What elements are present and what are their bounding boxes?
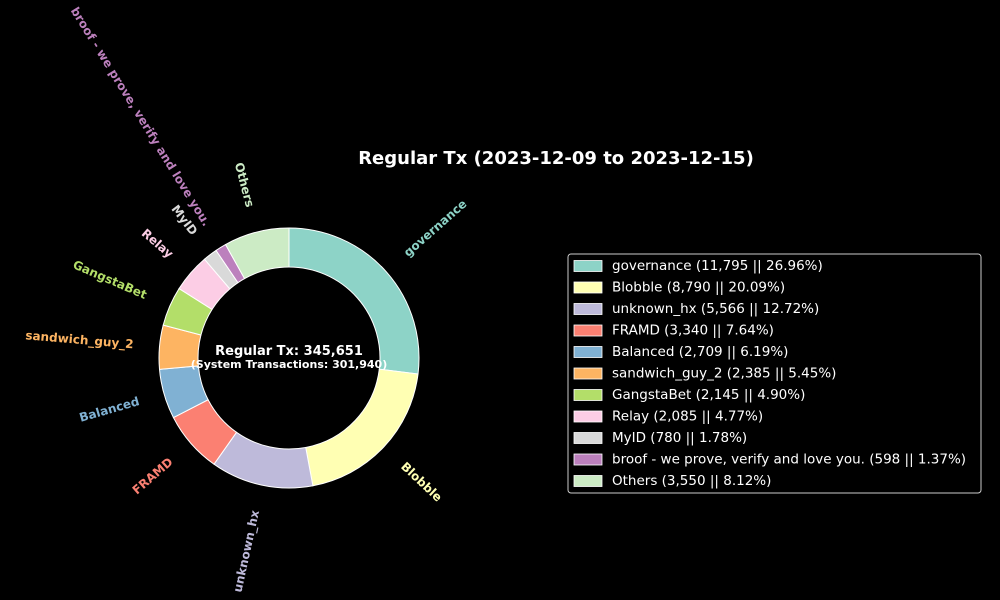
center-total-label: Regular Tx: 345,651 <box>215 344 363 359</box>
legend-entry: Balanced (2,709 || 6.19%) <box>612 344 788 360</box>
legend-entry: FRAMD (3,340 || 7.64%) <box>612 323 774 339</box>
legend-entry: broof - we prove, verify and love you. (… <box>612 452 966 468</box>
slice-label: Blobble <box>398 459 445 504</box>
slice-label: Balanced <box>78 394 141 425</box>
slice-label: broof - we prove, verify and love you. <box>68 5 214 229</box>
legend-swatch <box>573 346 603 358</box>
legend-swatch <box>573 453 603 466</box>
legend-entry: sandwich_guy_2 (2,385 || 5.45%) <box>612 366 836 382</box>
legend-swatch <box>573 367 603 380</box>
legend-swatch <box>573 303 603 315</box>
legend-frame <box>567 253 982 494</box>
legend-entry: GangstaBet (2,145 || 4.90%) <box>612 387 805 403</box>
legend-entry: Others (3,550 || 8.12%) <box>612 473 771 489</box>
legend-entry: Relay (2,085 || 4.77%) <box>612 409 763 425</box>
legend-swatch <box>573 432 603 444</box>
legend-swatch <box>573 324 603 337</box>
legend-swatch <box>573 260 603 272</box>
slice-label: unknown_hx <box>231 509 264 594</box>
slice-label: GangstaBet <box>71 258 149 302</box>
center-system-label: (System Transactions: 301,940) <box>191 358 387 371</box>
legend-swatch <box>573 410 603 423</box>
slice-label: sandwich_guy_2 <box>25 328 134 352</box>
legend-swatch <box>573 281 603 294</box>
slice-others <box>224 227 290 280</box>
legend-swatch <box>573 389 603 401</box>
slice-label: governance <box>401 197 470 260</box>
legend-entry: Blobble (8,790 || 20.09%) <box>612 280 785 296</box>
slice-label: Others <box>232 161 257 209</box>
slice-label: FRAMD <box>130 455 176 498</box>
legend-entry: governance (11,795 || 26.96%) <box>612 258 823 274</box>
legend: governance (11,795 || 26.96%) Blobble (8,… <box>567 253 982 494</box>
legend-entry: unknown_hx (5,566 || 12.72%) <box>612 301 819 317</box>
slice-label: Relay <box>139 226 176 261</box>
pie-slices <box>158 227 420 489</box>
legend-swatch <box>573 475 603 487</box>
chart-title: Regular Tx (2023-12-09 to 2023-12-15) <box>358 148 754 169</box>
legend-entry: MyID (780 || 1.78%) <box>612 430 747 446</box>
